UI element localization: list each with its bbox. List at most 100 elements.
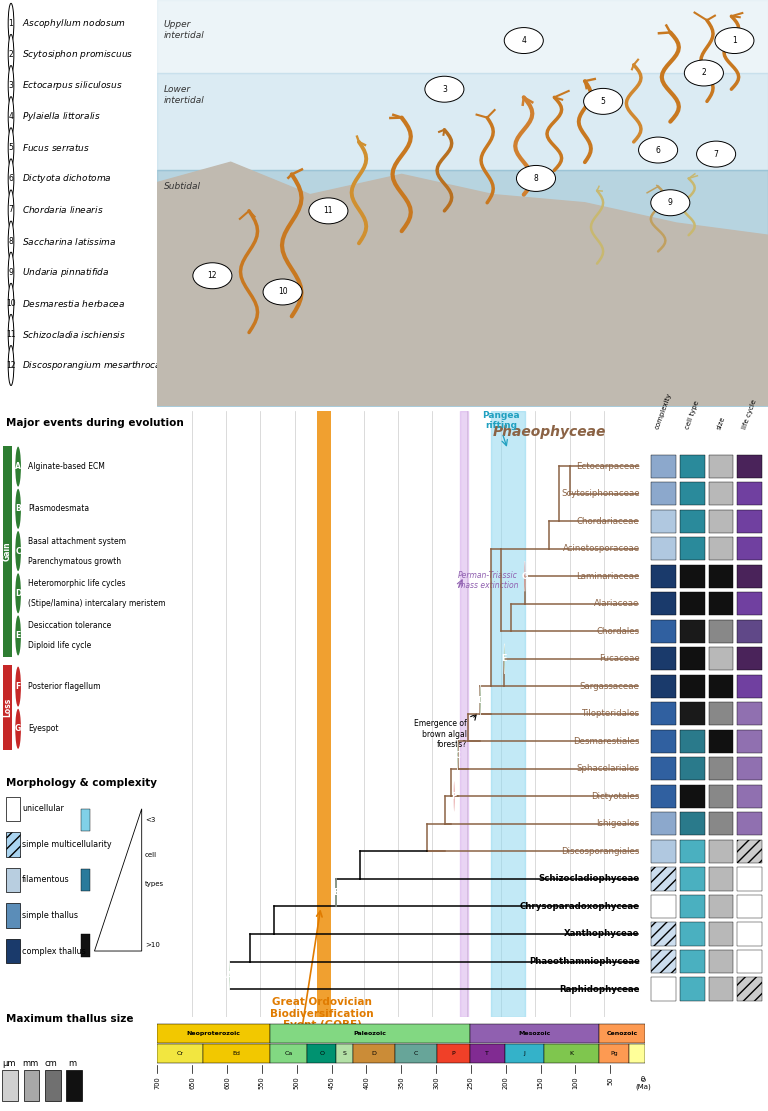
- Bar: [680, 978, 704, 1001]
- Bar: [709, 482, 733, 506]
- Bar: [709, 564, 733, 588]
- Text: 12: 12: [207, 271, 217, 280]
- Bar: [395, 1044, 437, 1063]
- Bar: [709, 895, 733, 918]
- Text: life cycle: life cycle: [742, 399, 758, 430]
- Bar: [307, 1044, 336, 1063]
- Bar: [6, 939, 20, 963]
- Bar: [709, 454, 733, 478]
- Bar: [680, 784, 704, 808]
- Text: $\it{Schizocladia\ ischiensis}$: $\it{Schizocladia\ ischiensis}$: [22, 329, 126, 340]
- Circle shape: [697, 141, 736, 167]
- Bar: [680, 922, 704, 945]
- Text: 5: 5: [601, 97, 606, 106]
- Bar: [3, 665, 12, 750]
- Bar: [709, 730, 733, 753]
- Text: Cenozoic: Cenozoic: [607, 1031, 637, 1037]
- Text: A: A: [15, 462, 21, 471]
- Bar: [599, 1024, 645, 1043]
- Text: 500: 500: [294, 1077, 300, 1089]
- Bar: [737, 950, 762, 973]
- Text: Great Ordovician
Biodiversification
Event (GOBE): Great Ordovician Biodiversification Even…: [270, 998, 374, 1031]
- Text: 3: 3: [8, 81, 14, 90]
- Text: >10: >10: [145, 942, 160, 949]
- Text: $\it{Ascophyllum\ nodosum}$: $\it{Ascophyllum\ nodosum}$: [22, 17, 126, 30]
- Circle shape: [8, 34, 14, 74]
- Bar: [651, 868, 676, 891]
- Text: 650: 650: [189, 1077, 195, 1089]
- Text: Mesozoic: Mesozoic: [518, 1031, 551, 1037]
- Bar: [737, 978, 762, 1001]
- Circle shape: [8, 221, 14, 261]
- Text: C: C: [455, 751, 461, 760]
- Text: G: G: [521, 572, 528, 581]
- Bar: [81, 809, 90, 831]
- Circle shape: [505, 28, 543, 53]
- Bar: [709, 592, 733, 615]
- Text: Alariaceae: Alariaceae: [594, 599, 640, 608]
- Text: simple multicellularity: simple multicellularity: [22, 840, 111, 849]
- Text: Ishigeales: Ishigeales: [597, 820, 640, 829]
- Circle shape: [193, 263, 232, 289]
- Circle shape: [8, 346, 14, 386]
- Text: Sargassaceae: Sargassaceae: [580, 682, 640, 691]
- Circle shape: [684, 60, 723, 86]
- Bar: [651, 537, 676, 560]
- Bar: [651, 620, 676, 643]
- Bar: [680, 510, 704, 532]
- Circle shape: [15, 709, 21, 749]
- Bar: [680, 454, 704, 478]
- Text: 8: 8: [534, 174, 538, 183]
- Text: P: P: [452, 1051, 455, 1057]
- Text: B: B: [333, 888, 339, 898]
- Polygon shape: [94, 809, 141, 951]
- Polygon shape: [157, 251, 768, 406]
- Text: $\it{Saccharina\ latissima}$: $\it{Saccharina\ latissima}$: [22, 236, 116, 247]
- Text: 1: 1: [732, 36, 737, 46]
- Text: (Stipe/lamina) intercalary meristem: (Stipe/lamina) intercalary meristem: [28, 599, 166, 608]
- Bar: [709, 674, 733, 698]
- Bar: [737, 564, 762, 588]
- Bar: [45, 1070, 61, 1101]
- Text: Alginate-based ECM: Alginate-based ECM: [28, 462, 105, 471]
- Text: 9: 9: [668, 198, 673, 208]
- Text: 600: 600: [224, 1077, 230, 1089]
- Bar: [680, 812, 704, 835]
- Bar: [680, 840, 704, 863]
- Text: G: G: [15, 724, 22, 733]
- Text: $\it{Dictyota\ dichotoma}$: $\it{Dictyota\ dichotoma}$: [22, 172, 112, 186]
- Bar: [680, 868, 704, 891]
- Text: Cr: Cr: [177, 1051, 184, 1057]
- Text: C: C: [15, 547, 21, 556]
- Text: 0: 0: [642, 1077, 648, 1081]
- Bar: [737, 620, 762, 643]
- Bar: [737, 868, 762, 891]
- Text: 6: 6: [8, 174, 14, 183]
- Text: unicellular: unicellular: [22, 804, 64, 813]
- Bar: [353, 1044, 395, 1063]
- Bar: [651, 592, 676, 615]
- Text: 350: 350: [399, 1077, 404, 1089]
- Bar: [709, 922, 733, 945]
- Bar: [651, 482, 676, 506]
- Circle shape: [15, 531, 21, 571]
- Bar: [680, 648, 704, 670]
- Text: $\it{Pylaiella\ littoralis}$: $\it{Pylaiella\ littoralis}$: [22, 110, 101, 123]
- Text: Chordariaceae: Chordariaceae: [577, 517, 640, 526]
- Circle shape: [584, 89, 623, 114]
- Text: Scytosiphonaceae: Scytosiphonaceae: [561, 489, 640, 498]
- Bar: [24, 1070, 39, 1101]
- Text: Phaeophyceae: Phaeophyceae: [492, 424, 606, 439]
- Text: Parenchymatous growth: Parenchymatous growth: [28, 557, 121, 565]
- Bar: [651, 454, 676, 478]
- Text: 1: 1: [8, 19, 13, 28]
- Text: Maximum thallus size: Maximum thallus size: [6, 1014, 134, 1024]
- Text: Laminariaceae: Laminariaceae: [576, 572, 640, 581]
- Circle shape: [15, 573, 21, 613]
- Circle shape: [8, 97, 14, 137]
- Bar: [709, 978, 733, 1001]
- Bar: [737, 922, 762, 945]
- Bar: [6, 797, 20, 821]
- Text: Perman-Triassic
mass extinction: Perman-Triassic mass extinction: [458, 571, 518, 590]
- Circle shape: [8, 66, 14, 106]
